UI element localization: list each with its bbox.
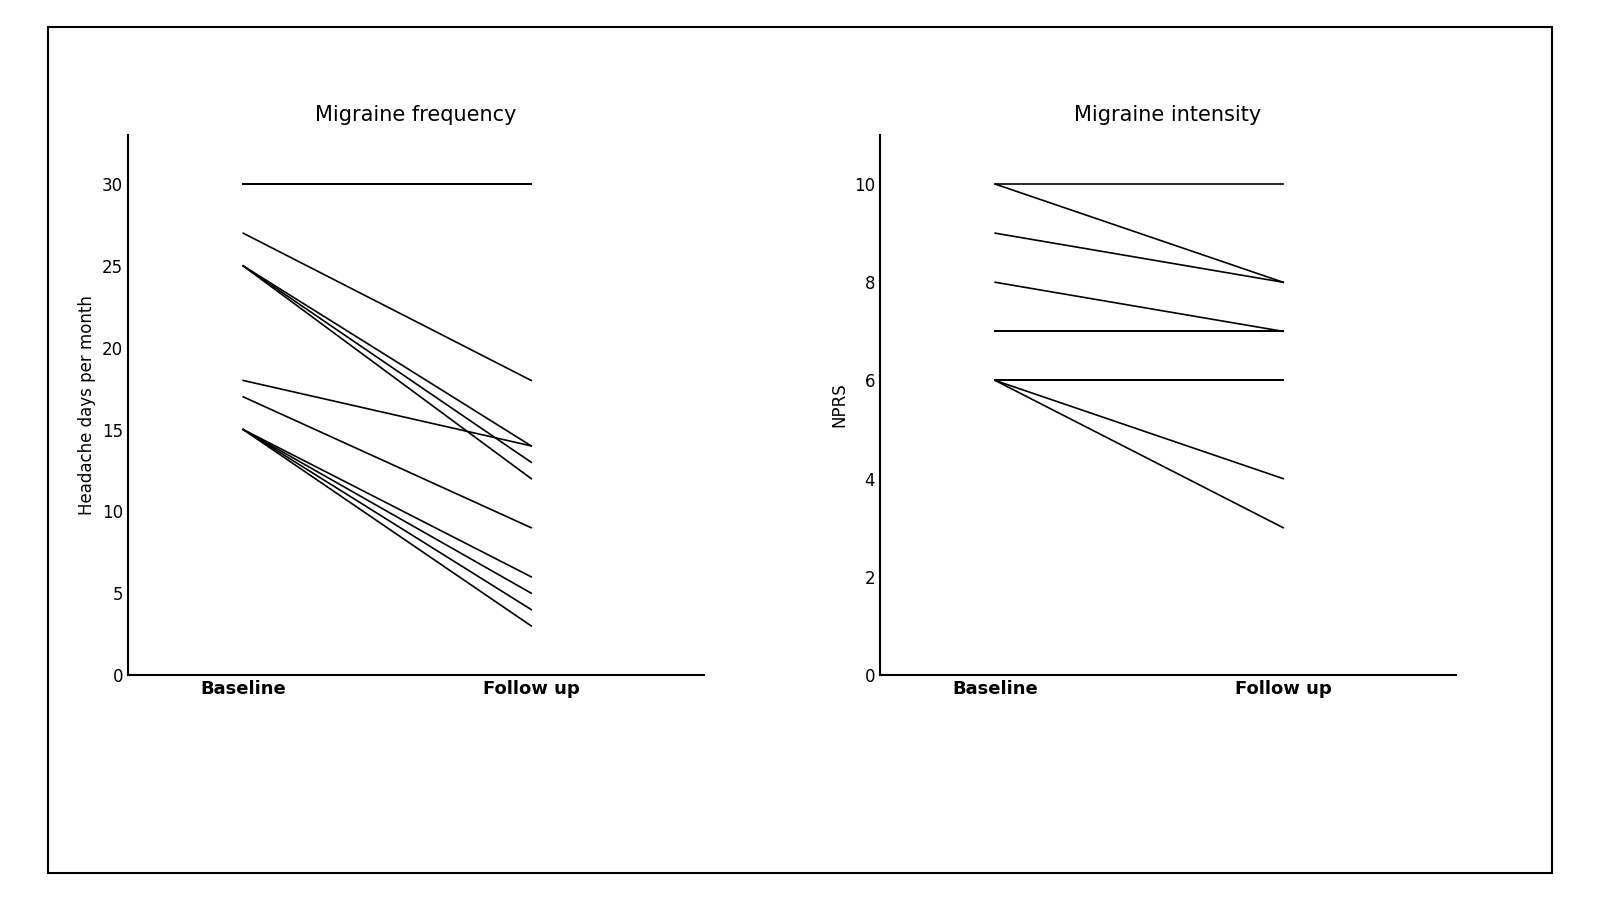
Title: Migraine intensity: Migraine intensity bbox=[1074, 105, 1262, 125]
Y-axis label: NPRS: NPRS bbox=[830, 382, 848, 428]
Y-axis label: Headache days per month: Headache days per month bbox=[78, 295, 96, 515]
Title: Migraine frequency: Migraine frequency bbox=[315, 105, 517, 125]
